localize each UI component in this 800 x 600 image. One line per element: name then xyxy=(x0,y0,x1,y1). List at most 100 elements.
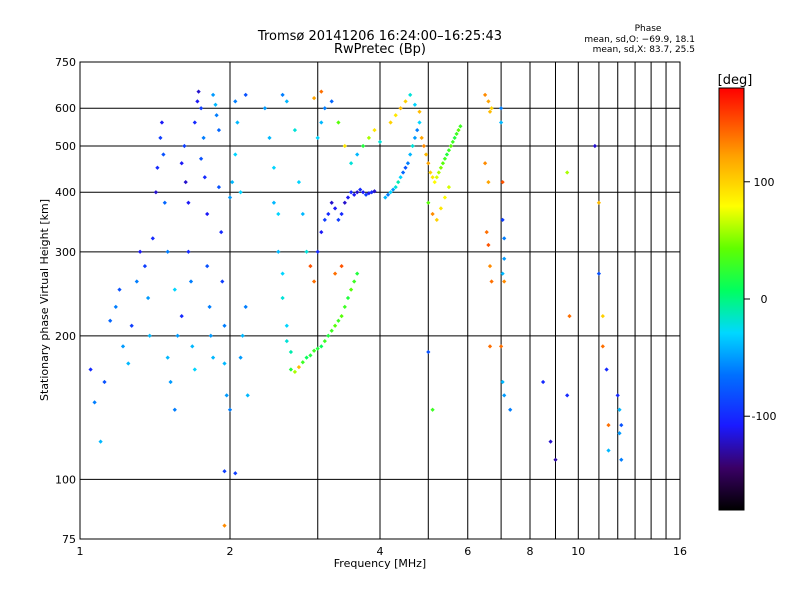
data-point xyxy=(345,195,351,200)
data-point xyxy=(168,379,173,385)
data-point xyxy=(600,313,605,319)
data-point xyxy=(426,200,431,205)
y-tick-label: 75 xyxy=(62,533,76,546)
data-point xyxy=(502,393,507,398)
data-point xyxy=(276,211,281,217)
data-point xyxy=(486,242,491,248)
data-point xyxy=(326,333,331,338)
data-point xyxy=(410,143,415,149)
data-point xyxy=(216,184,222,190)
data-point xyxy=(227,407,233,412)
data-point xyxy=(240,333,245,338)
data-point xyxy=(428,170,433,175)
data-point xyxy=(159,120,165,125)
y-tick-label: 500 xyxy=(55,140,76,153)
data-point xyxy=(210,355,216,360)
data-point xyxy=(415,127,420,133)
data-point xyxy=(442,156,448,161)
data-point xyxy=(315,249,320,254)
data-point xyxy=(348,161,354,166)
x-tick-labels: 1 2 4 6 8 10 16 xyxy=(77,545,688,558)
data-point xyxy=(421,143,427,149)
data-point xyxy=(484,229,489,235)
data-point xyxy=(315,135,320,141)
data-point xyxy=(500,179,505,185)
data-point xyxy=(355,271,360,276)
data-point xyxy=(548,439,553,444)
data-point xyxy=(284,338,289,344)
data-point xyxy=(198,106,204,111)
data-point xyxy=(284,323,289,328)
data-point xyxy=(430,407,435,412)
data-point xyxy=(363,192,369,197)
data-point xyxy=(446,148,452,153)
data-point xyxy=(161,152,166,157)
data-point xyxy=(606,448,611,453)
colorbar-label: [deg] xyxy=(718,73,753,88)
x-tick-label: 2 xyxy=(227,545,234,558)
data-point xyxy=(202,175,207,180)
data-point xyxy=(216,127,222,133)
data-point xyxy=(175,333,180,338)
data-point xyxy=(243,304,248,310)
data-point xyxy=(196,89,201,94)
data-point xyxy=(500,271,505,276)
data-point xyxy=(348,287,354,292)
data-point xyxy=(592,143,598,149)
data-point xyxy=(292,369,298,375)
data-point xyxy=(385,192,391,197)
data-point xyxy=(502,236,507,241)
y-tick-label: 300 xyxy=(55,246,76,259)
data-point xyxy=(155,165,160,170)
data-point xyxy=(604,367,609,372)
data-point xyxy=(345,295,351,301)
data-point xyxy=(243,92,248,98)
data-point xyxy=(222,323,227,328)
data-point xyxy=(183,179,188,185)
data-point xyxy=(342,143,347,149)
data-point xyxy=(222,469,227,474)
data-point xyxy=(172,407,177,412)
data-point xyxy=(403,165,408,170)
data-point xyxy=(329,328,334,333)
data-point xyxy=(352,279,357,284)
data-point xyxy=(430,175,435,180)
grid-layer xyxy=(80,62,680,539)
data-point xyxy=(336,217,341,223)
data-point xyxy=(230,179,235,185)
data-point xyxy=(393,184,398,190)
data-point xyxy=(238,355,243,360)
data-point xyxy=(192,120,197,125)
y-tick-label: 100 xyxy=(55,473,76,486)
data-point xyxy=(190,344,195,349)
data-point xyxy=(238,190,243,195)
data-point xyxy=(267,135,272,141)
data-point xyxy=(342,304,347,310)
data-point xyxy=(489,279,494,284)
data-point xyxy=(188,279,194,284)
data-point xyxy=(205,263,210,269)
data-point xyxy=(205,211,210,217)
data-point xyxy=(233,152,238,157)
data-point xyxy=(482,161,488,166)
data-point xyxy=(377,139,383,145)
colorbar-tick-label: -100 xyxy=(752,410,777,423)
data-point xyxy=(207,304,212,310)
data-point xyxy=(398,175,403,180)
data-point xyxy=(322,338,327,344)
phase-o-stats: mean, sd,O: −69.9, 18.1 xyxy=(584,35,695,45)
data-point xyxy=(288,349,294,355)
phase-heading: Phase xyxy=(635,24,662,34)
data-point xyxy=(500,217,505,223)
data-point xyxy=(553,457,558,462)
data-point xyxy=(336,318,341,323)
data-point xyxy=(186,200,191,205)
data-point xyxy=(372,189,377,194)
data-point xyxy=(235,120,240,125)
data-point xyxy=(596,271,602,276)
data-point xyxy=(210,92,216,98)
data-point xyxy=(500,379,505,385)
data-point xyxy=(201,135,206,141)
y-axis-label: Stationary phase Virtual Height [km] xyxy=(38,199,51,401)
